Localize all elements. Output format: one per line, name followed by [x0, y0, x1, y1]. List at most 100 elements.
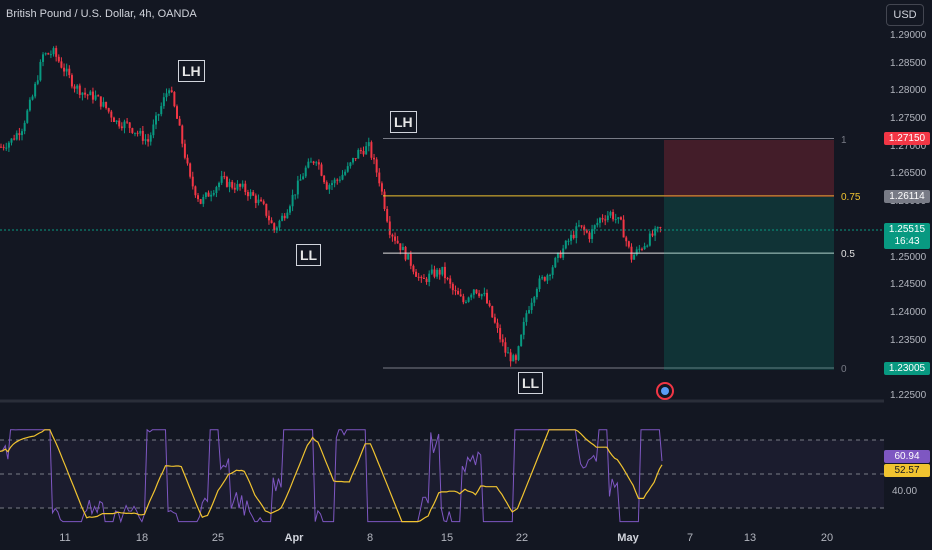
- candle-body: [257, 199, 260, 203]
- candle-body: [81, 92, 84, 95]
- candle-body: [176, 106, 179, 119]
- candle-body: [367, 142, 370, 147]
- swing-label-lh-1[interactable]: LH: [178, 60, 205, 82]
- candle-body: [627, 241, 630, 247]
- candle-body: [601, 218, 604, 220]
- candle-body: [73, 86, 76, 89]
- rsi-axis-label: 40.00: [892, 486, 918, 497]
- candle-body: [598, 218, 601, 223]
- candle-body: [635, 249, 638, 255]
- candle-body: [572, 234, 575, 239]
- candle-body: [541, 277, 544, 279]
- candle-body: [375, 159, 378, 173]
- currency-button[interactable]: USD: [886, 4, 924, 26]
- candle-body: [378, 172, 381, 184]
- price-tick-label: 1.27500: [890, 113, 927, 125]
- candle-body: [651, 233, 654, 236]
- price-tick-label: 1.28000: [890, 85, 927, 97]
- candle-body: [133, 132, 136, 134]
- candle-body: [183, 143, 186, 158]
- time-tick-label: 11: [59, 532, 71, 544]
- candle-body: [197, 195, 200, 200]
- swing-label-lh-2[interactable]: LH: [390, 111, 417, 133]
- candle-body: [646, 245, 649, 247]
- candle-body: [656, 227, 659, 229]
- candle-body: [157, 114, 160, 116]
- candle-body: [549, 274, 552, 276]
- candle-body: [78, 85, 81, 95]
- fib-label-1: 1: [841, 135, 847, 146]
- time-tick-label: May: [617, 532, 639, 544]
- flag-inner-icon: [661, 387, 669, 395]
- symbol-title[interactable]: British Pound / U.S. Dollar, 4h, OANDA: [6, 8, 197, 20]
- candle-body: [399, 243, 402, 251]
- candle-body: [507, 352, 510, 354]
- candle-body: [467, 297, 470, 302]
- fib-retracement: [383, 137, 834, 369]
- candle-body: [241, 183, 244, 187]
- candle-body: [139, 130, 142, 134]
- time-tick-label: 13: [743, 532, 757, 544]
- rsi-ma-line: [0, 429, 663, 523]
- candle-body: [346, 166, 349, 172]
- candle-body: [220, 176, 223, 183]
- candle-body: [446, 278, 449, 280]
- candle-body: [570, 234, 573, 241]
- candle-body: [91, 91, 94, 100]
- swing-label-ll-1[interactable]: LL: [296, 244, 322, 266]
- candle-body: [296, 180, 299, 195]
- candle-body: [123, 121, 126, 129]
- candle-body: [659, 227, 662, 229]
- candle-body: [212, 193, 215, 195]
- candle-body: [162, 97, 165, 107]
- candle-body: [304, 167, 307, 177]
- candle-body: [21, 131, 24, 136]
- candle-body: [543, 277, 546, 281]
- candle-body: [215, 187, 218, 194]
- candle-body: [10, 138, 13, 143]
- candle-body: [89, 91, 92, 96]
- candle-body: [472, 289, 475, 295]
- candle-body: [160, 106, 163, 115]
- candle-body: [312, 161, 315, 164]
- candle-body: [394, 236, 397, 241]
- candle-body: [144, 139, 147, 141]
- candle-body: [396, 240, 399, 244]
- reward-zone: [664, 197, 834, 370]
- candle-body: [451, 283, 454, 291]
- candle-body: [459, 294, 462, 297]
- candle-body: [168, 90, 171, 94]
- candle-body: [207, 192, 210, 197]
- candle-body: [283, 215, 286, 219]
- rsi-ma-value-badge: 52.57: [884, 464, 930, 477]
- candle-body: [436, 269, 439, 277]
- candle-body: [349, 162, 352, 167]
- price-tick-label: 1.28500: [890, 57, 927, 69]
- price-tick-label: 1.27000: [890, 140, 927, 152]
- candle-body: [333, 179, 336, 184]
- time-tick-label: 7: [686, 532, 694, 544]
- candle-body: [338, 179, 341, 181]
- candle-body: [559, 252, 562, 258]
- time-tick-label: 15: [440, 532, 454, 544]
- candle-body: [202, 196, 205, 204]
- candle-body: [47, 53, 50, 55]
- candle-body: [575, 226, 578, 239]
- candle-body: [36, 80, 39, 84]
- swing-label-ll-2[interactable]: LL: [518, 372, 544, 394]
- candle-body: [341, 174, 344, 180]
- candle-body: [42, 54, 45, 62]
- candle-body: [309, 161, 312, 163]
- candle-body: [454, 290, 457, 292]
- candle-body: [165, 93, 168, 98]
- candle-body: [57, 56, 60, 62]
- candle-body: [26, 110, 29, 123]
- candle-body: [480, 294, 483, 297]
- candle-body: [583, 226, 586, 231]
- candle-body: [5, 147, 8, 149]
- fib-075-price-badge: 1.26114: [884, 190, 930, 203]
- candle-body: [294, 194, 297, 196]
- candle-body: [546, 275, 549, 281]
- candle-body: [55, 48, 58, 57]
